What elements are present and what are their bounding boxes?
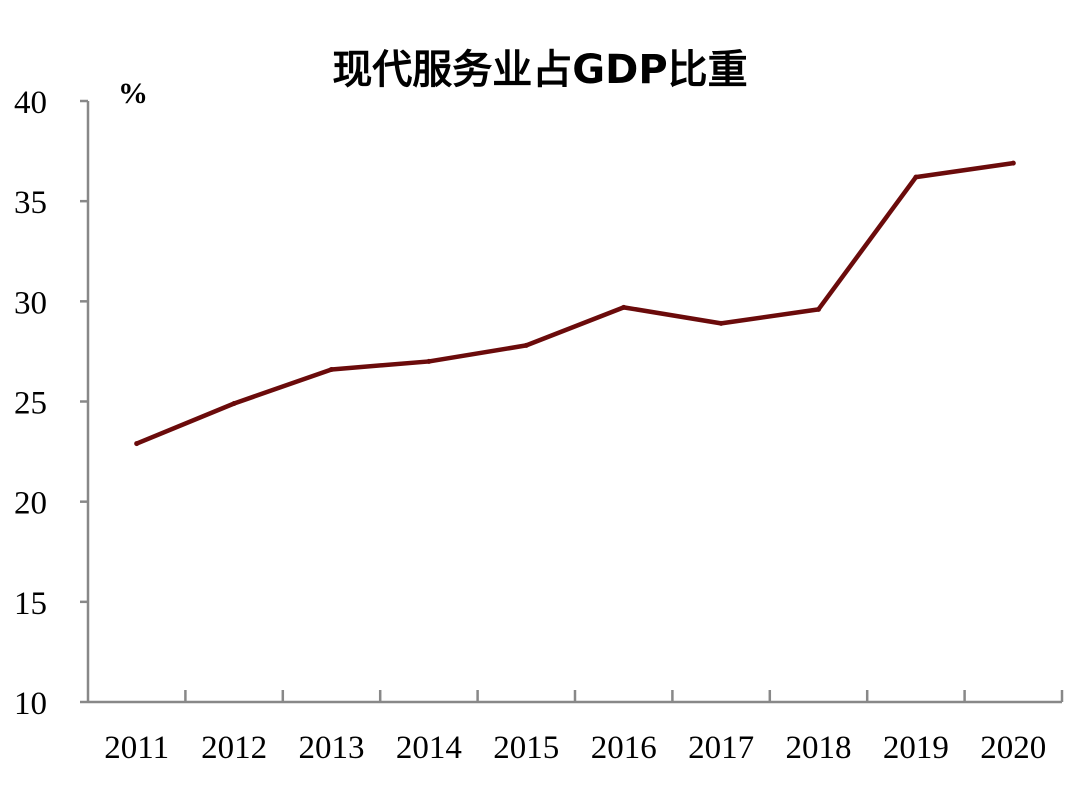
data-point bbox=[718, 320, 724, 326]
x-tick-label: 2017 bbox=[688, 730, 754, 766]
y-tick-label: 10 bbox=[14, 686, 47, 722]
x-tick-label: 2013 bbox=[299, 730, 365, 766]
chart-title: 现代服务业占GDP比重 bbox=[332, 47, 747, 93]
data-point bbox=[1010, 160, 1016, 166]
data-point bbox=[426, 358, 432, 364]
x-tick-label: 2020 bbox=[980, 730, 1046, 766]
y-ticks: 10 15 20 25 30 35 40 bbox=[14, 85, 88, 722]
y-tick-label: 20 bbox=[14, 486, 47, 522]
y-axis-unit-label: % bbox=[118, 77, 148, 110]
data-point bbox=[231, 401, 237, 407]
x-tick-label: 2015 bbox=[493, 730, 559, 766]
plot-area bbox=[134, 160, 1016, 447]
data-point bbox=[913, 174, 919, 180]
y-tick-label: 30 bbox=[14, 285, 47, 321]
x-ticks: 2011 2012 2013 2014 2015 2016 2017 2018 2019 2020 bbox=[104, 690, 1064, 766]
data-point bbox=[523, 342, 529, 348]
data-point bbox=[134, 441, 140, 447]
y-tick-label: 15 bbox=[14, 586, 47, 622]
y-tick-label: 40 bbox=[14, 85, 47, 121]
x-tick-label: 2012 bbox=[201, 730, 267, 766]
x-tick-label: 2011 bbox=[104, 730, 169, 766]
y-tick-label: 25 bbox=[14, 386, 47, 422]
data-point bbox=[329, 366, 334, 372]
series-line bbox=[134, 160, 1016, 446]
x-tick-label: 2018 bbox=[786, 730, 852, 766]
y-tick-label: 35 bbox=[14, 185, 47, 221]
data-point bbox=[621, 304, 627, 310]
x-tick-label: 2016 bbox=[591, 730, 657, 766]
data-point bbox=[816, 306, 821, 312]
x-tick-label: 2019 bbox=[883, 730, 949, 766]
x-tick-label: 2014 bbox=[396, 730, 462, 766]
